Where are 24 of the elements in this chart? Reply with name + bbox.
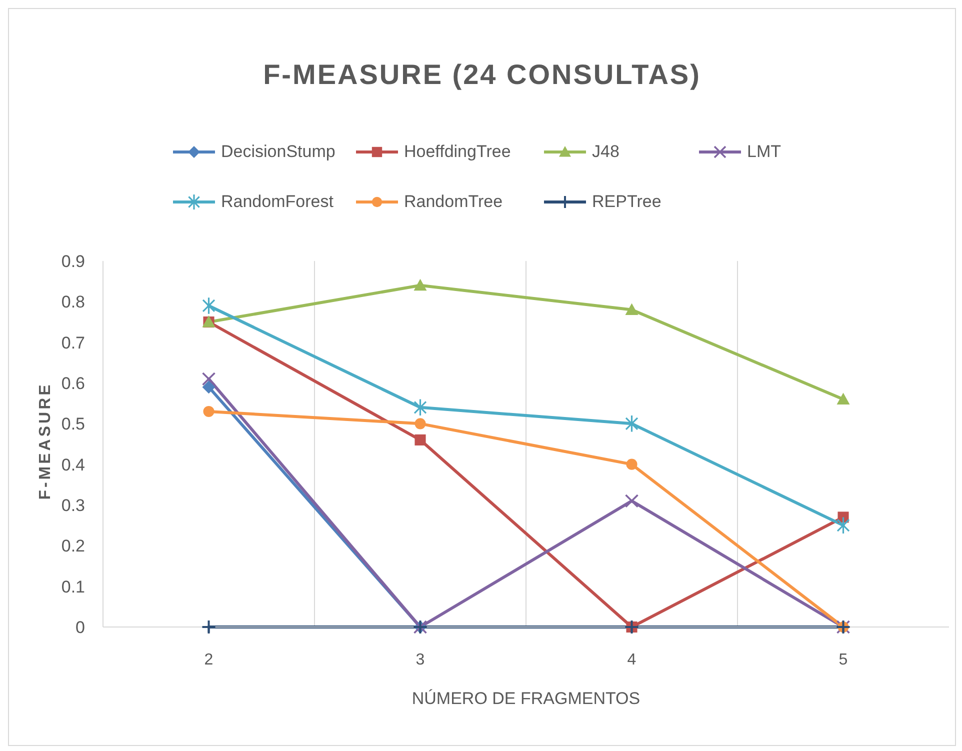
- legend-label: DecisionStump: [221, 142, 336, 162]
- legend-label: REPTree: [592, 192, 662, 212]
- legend-label: LMT: [747, 142, 781, 162]
- y-tick-label: 0.4: [61, 455, 85, 474]
- y-tick-label: 0.1: [61, 577, 85, 596]
- y-axis-title: F-MEASURE: [37, 382, 55, 500]
- y-tick-label: 0.7: [61, 333, 85, 352]
- y-tick-label: 0.9: [61, 252, 85, 272]
- y-tick-label: 0.3: [61, 496, 85, 516]
- y-tick-label: 0: [76, 618, 85, 638]
- chart-title: F-MEASURE (24 CONSULTAS): [262, 59, 702, 91]
- x-tick-label: 5: [838, 651, 848, 668]
- y-tick-label: 0.8: [61, 292, 85, 312]
- legend-label: RandomTree: [404, 192, 503, 212]
- x-axis-title: NÚMERO DE FRAGMENTOS: [410, 689, 642, 709]
- y-tick-label: 0.6: [61, 374, 85, 394]
- y-tick-label: 0.5: [61, 414, 85, 434]
- legend-label: J48: [592, 142, 620, 162]
- x-tick-label: 4: [627, 651, 636, 668]
- legend-label: HoeffdingTree: [404, 142, 511, 162]
- y-tick-label: 0.2: [61, 536, 85, 556]
- x-tick-label: 2: [204, 651, 214, 668]
- x-tick-label: 3: [416, 651, 425, 668]
- legend-label: RandomForest: [221, 192, 334, 212]
